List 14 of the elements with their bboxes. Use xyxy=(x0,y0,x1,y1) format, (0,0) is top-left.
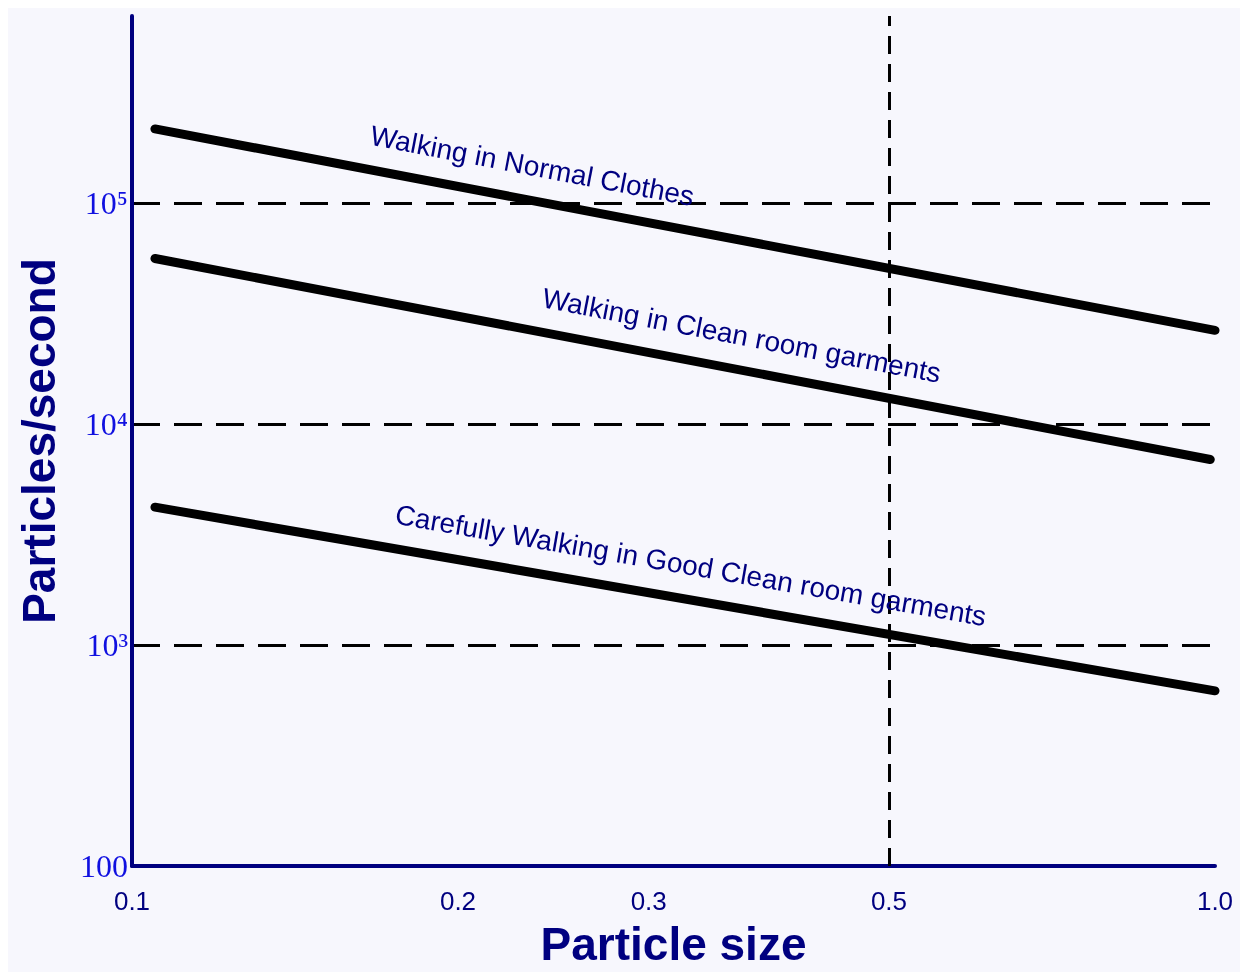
text: Walking in Normal Clothes xyxy=(367,120,697,212)
y-axis-title: Particles/second xyxy=(13,258,65,624)
x-tick-label: 1.0 xyxy=(1196,886,1234,916)
y-tick-label: 100 xyxy=(80,848,128,884)
text: Carefully Walking in Good Clean room garments xyxy=(392,498,989,633)
x-tick-label: 0.5 xyxy=(870,886,908,916)
x-tick-label: 0.3 xyxy=(630,886,667,916)
y-tick-label: 10³ xyxy=(86,626,128,663)
x-tick-label: 0.1 xyxy=(113,886,151,916)
x-tick-label: 0.2 xyxy=(439,886,477,916)
y-tick-label: 10⁴ xyxy=(84,405,128,442)
text: Walking in Clean room garments xyxy=(539,282,944,389)
x-axis-title: Particle size xyxy=(540,918,807,970)
y-tick-label: 10⁵ xyxy=(84,184,128,221)
